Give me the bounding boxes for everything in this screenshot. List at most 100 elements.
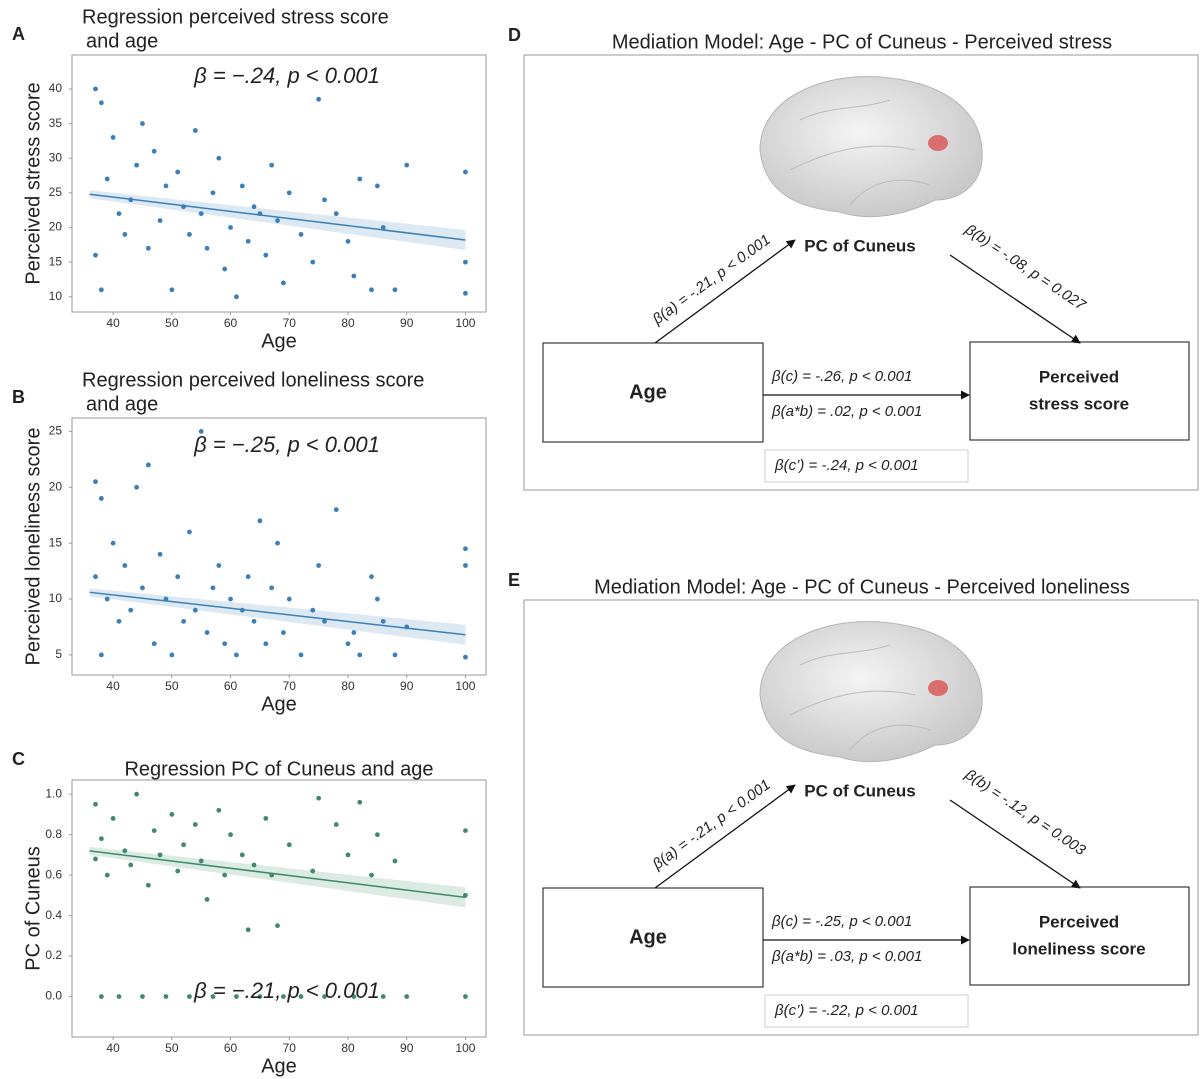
point	[286, 596, 292, 602]
point	[345, 238, 351, 244]
y-tick-label: 0.0	[45, 989, 62, 1003]
brain-illustration	[759, 621, 983, 763]
chart-title: and age	[86, 30, 158, 52]
y-tick-label: 0.6	[45, 867, 62, 881]
point	[151, 641, 157, 647]
point	[187, 529, 192, 535]
predictor-box	[542, 342, 764, 443]
point	[163, 183, 169, 189]
annotation: β = −.21, p < 0.001	[193, 978, 380, 1003]
panel-letter: C	[12, 749, 25, 769]
point	[251, 618, 257, 624]
predictor-box	[542, 887, 764, 988]
path-ab-label: β(a*b) = .02, p < 0.001	[771, 403, 922, 420]
point	[357, 176, 363, 182]
point	[251, 204, 257, 210]
arrow-a	[654, 239, 796, 344]
y-tick-label: 25	[49, 424, 63, 438]
path-c-label: β(c) = -.25, p < 0.001	[771, 913, 912, 930]
x-tick-label: 80	[341, 679, 355, 693]
point	[298, 994, 304, 999]
point	[357, 799, 363, 805]
point	[187, 994, 192, 999]
predictor-node: Age	[629, 926, 667, 948]
outcome-node: Perceived	[1039, 367, 1119, 386]
brain-sulcus	[789, 99, 931, 206]
point	[374, 183, 380, 189]
point	[392, 858, 398, 864]
point	[380, 225, 386, 230]
point	[269, 585, 275, 591]
x-tick-label: 40	[106, 316, 120, 330]
point	[140, 121, 145, 126]
path-c-prime-box	[764, 994, 969, 1028]
predictor-node: Age	[629, 381, 667, 403]
cuneus-region	[928, 135, 948, 151]
point	[463, 654, 468, 660]
point	[463, 290, 468, 296]
point	[374, 596, 380, 602]
outcome-node: Perceived	[1039, 912, 1119, 931]
point	[234, 652, 239, 658]
point	[122, 232, 128, 237]
x-axis-label: Age	[261, 693, 297, 715]
diagram-title: Mediation Model: Age - PC of Cuneus - Pe…	[612, 31, 1112, 53]
y-tick-label: 20	[49, 479, 63, 493]
point	[157, 551, 163, 557]
regression-line	[89, 193, 466, 241]
point	[369, 872, 374, 878]
point	[93, 252, 98, 258]
point	[281, 280, 286, 286]
x-tick-label: 40	[106, 1041, 120, 1055]
point	[245, 927, 251, 933]
path-c-label: β(c) = -.26, p < 0.001	[771, 368, 912, 385]
point	[257, 994, 263, 999]
outcome-box	[969, 341, 1190, 441]
y-tick-label: 10	[49, 289, 63, 303]
x-tick-label: 70	[283, 1041, 297, 1055]
mediator-node: PC of Cuneus	[804, 781, 915, 800]
y-tick-label: 15	[49, 254, 63, 268]
point	[263, 816, 269, 821]
point	[204, 245, 210, 251]
plot-frame	[71, 779, 487, 1038]
point	[239, 183, 245, 189]
point	[98, 836, 104, 842]
diagram-title: Mediation Model: Age - PC of Cuneus - Pe…	[594, 576, 1130, 598]
point	[369, 287, 374, 293]
point	[322, 994, 327, 999]
point	[463, 546, 468, 552]
x-tick-label: 60	[224, 679, 238, 693]
panel-letter: A	[12, 24, 25, 44]
x-tick-label: 90	[400, 316, 414, 330]
brain-illustration	[759, 76, 983, 218]
path-c-prime-box	[764, 449, 969, 483]
point	[116, 618, 122, 624]
diagram-frame	[523, 54, 1199, 491]
point	[134, 791, 139, 797]
annotation: β = −.24, p < 0.001	[193, 63, 380, 88]
y-axis-label: Perceived stress score	[22, 82, 44, 284]
annotation: β = −.25, p < 0.001	[193, 432, 380, 457]
cuneus-region	[928, 680, 948, 696]
chart-title: Regression perceived loneliness score	[82, 369, 424, 391]
x-tick-label: 50	[165, 1041, 179, 1055]
regression-line	[89, 850, 466, 899]
panel-letter: E	[508, 570, 520, 590]
confidence-band	[89, 846, 466, 908]
point	[322, 197, 327, 203]
point	[104, 176, 110, 182]
point	[128, 862, 134, 868]
y-tick-label: 35	[49, 116, 63, 130]
confidence-band	[89, 588, 466, 645]
plot-frame	[71, 54, 487, 313]
mediator-node: PC of Cuneus	[804, 236, 915, 255]
point	[404, 162, 410, 168]
point	[169, 812, 175, 817]
point	[380, 618, 386, 624]
x-tick-label: 50	[165, 316, 179, 330]
x-tick-label: 40	[106, 679, 120, 693]
point	[198, 211, 204, 217]
x-axis-label: Age	[261, 330, 297, 352]
